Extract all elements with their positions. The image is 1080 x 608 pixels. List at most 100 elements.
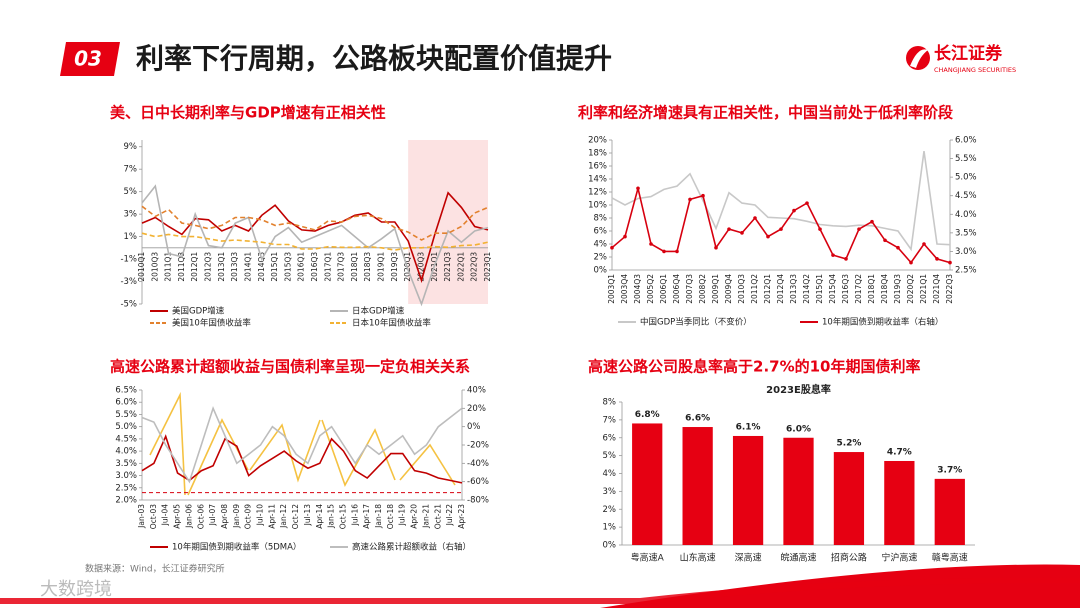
x-tick-label: 山东高速: [680, 552, 716, 564]
y2-tick-label: 3.5%: [955, 228, 977, 238]
y-tick-label: 7%: [124, 165, 138, 175]
point: [896, 245, 900, 250]
legend-label: 美国10年国债收益率: [172, 318, 251, 329]
x-tick-label: Oct-12: [291, 504, 300, 529]
point: [818, 227, 822, 231]
point: [766, 234, 770, 239]
x-tick-label: Jul-19: [398, 504, 407, 527]
x-tick-label: 2016Q1: [297, 252, 306, 282]
x-tick-label: 2016Q3: [310, 252, 319, 282]
x-tick-label: Jul-04: [161, 504, 170, 527]
x-tick-label: 2003Q1: [607, 274, 616, 304]
x-tick-label: Apr-08: [220, 504, 229, 529]
y-tick-label: 4.5%: [115, 434, 137, 444]
x-tick-label: 2011Q3: [177, 252, 186, 282]
point: [883, 238, 887, 243]
watermark: 大数跨境: [40, 579, 112, 600]
y2-tick-label: 4.5%: [955, 191, 977, 201]
legend-label: 日本10年国债收益率: [352, 318, 431, 329]
y-tick-label: 16%: [588, 162, 607, 172]
legend-label: 10年期国债到期收益率（右轴）: [822, 317, 943, 328]
y-tick-label: 5%: [124, 187, 138, 197]
x-tick-label: 2019Q1: [377, 252, 386, 282]
x-tick-label: 2017Q1: [323, 252, 332, 282]
x-tick-label: 2005Q2: [646, 274, 655, 304]
x-tick-label: 2006Q1: [659, 274, 668, 304]
y-tick-label: -5%: [120, 300, 137, 310]
point: [714, 245, 718, 250]
series-line: [141, 434, 463, 484]
point: [831, 253, 835, 257]
logo-subtitle: CHANGJIANG SECURITIES: [934, 66, 1016, 74]
point: [753, 216, 757, 220]
x-tick-label: 2014Q1: [243, 252, 252, 282]
x-tick-label: Jan-21: [421, 504, 430, 529]
x-tick-label: Oct-15: [338, 504, 347, 529]
y-tick-label: -3%: [120, 277, 137, 287]
x-tick-label: 2006Q4: [672, 274, 681, 304]
x-tick-label: Oct-18: [386, 504, 395, 529]
y2-tick-label: 4.0%: [955, 210, 977, 220]
y-tick-label: 8%: [594, 214, 608, 224]
footer-band: [0, 577, 1080, 604]
y-tick-label: 4%: [603, 469, 617, 479]
x-tick-label: Jul-16: [350, 504, 359, 527]
x-tick-label: 2009Q1: [711, 274, 720, 304]
x-tick-label: 2015Q4: [828, 274, 837, 304]
x-tick-label: Oct-09: [244, 504, 253, 529]
y-tick-label: 14%: [588, 175, 607, 185]
x-tick-label: 2022Q3: [945, 274, 954, 304]
x-tick-label: Apr-11: [267, 504, 276, 529]
value-label: 4.7%: [887, 447, 912, 457]
y-tick-label: 20%: [588, 136, 607, 146]
point: [948, 260, 952, 265]
y-tick-label: 4%: [594, 240, 608, 250]
x-tick-label: 2015Q3: [283, 252, 292, 282]
point: [779, 227, 783, 231]
bar: [783, 437, 814, 545]
y-tick-label: 12%: [588, 188, 607, 198]
x-tick-label: 2011Q2: [750, 274, 759, 304]
y-tick-label: 1%: [124, 232, 138, 242]
arrow: [399, 443, 456, 486]
point: [805, 201, 809, 205]
bar: [934, 478, 965, 545]
point: [844, 257, 848, 261]
y2-tick-label: 40%: [467, 386, 486, 396]
value-label: 6.0%: [786, 424, 811, 434]
point: [935, 257, 939, 261]
point: [636, 186, 640, 191]
point: [727, 227, 731, 231]
x-tick-label: Apr-23: [457, 504, 466, 529]
x-tick-label: 2012Q3: [204, 252, 213, 282]
x-tick-label: 2014Q3: [257, 252, 266, 282]
x-tick-label: 2015Q1: [270, 252, 279, 282]
legend-label: 中国GDP当季同比（不变价）: [640, 317, 752, 328]
bar: [682, 427, 713, 545]
series-line: [141, 184, 489, 307]
y2-tick-label: 2.5%: [955, 266, 977, 276]
x-tick-label: 2022Q3: [470, 252, 479, 282]
y2-tick-label: -60%: [467, 477, 489, 487]
y-tick-label: 6.0%: [115, 398, 137, 408]
x-tick-label: 赣粤高速: [932, 552, 968, 564]
section-number: 03: [74, 47, 102, 71]
y-tick-label: 5%: [603, 451, 617, 461]
x-tick-label: Apr-14: [315, 504, 324, 529]
x-tick-label: 2015Q1: [815, 274, 824, 304]
x-tick-label: 2018Q3: [363, 252, 372, 282]
y-tick-label: 8%: [603, 398, 617, 408]
x-tick-label: 2016Q3: [841, 274, 850, 304]
y-tick-label: 9%: [124, 142, 138, 152]
y-tick-label: 2%: [603, 505, 617, 515]
x-tick-label: Jul-13: [303, 504, 312, 527]
point: [857, 227, 861, 231]
y-tick-label: 0%: [603, 541, 617, 551]
logo-mark: [910, 49, 928, 68]
point: [662, 249, 666, 254]
y-tick-label: 3.0%: [115, 471, 137, 481]
point: [922, 242, 926, 246]
x-tick-label: 2022Q1: [456, 252, 465, 282]
x-tick-label: Apr-20: [410, 504, 419, 529]
x-tick-label: Jul-07: [208, 504, 217, 527]
